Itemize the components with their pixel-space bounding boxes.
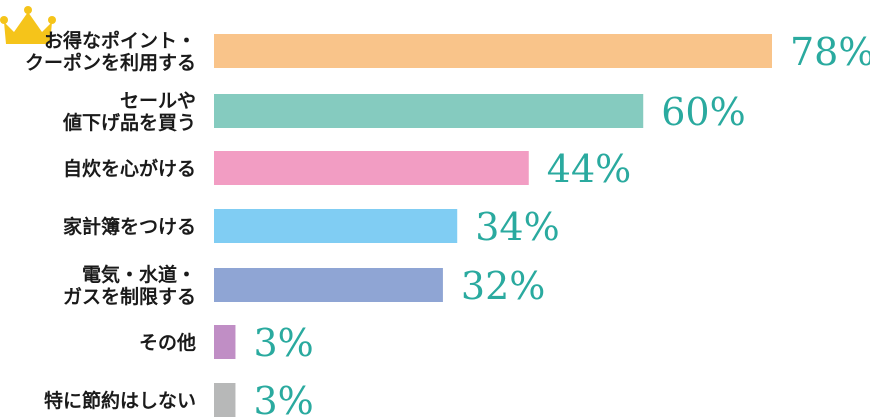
category-label-1-line-2: クーポンを利用する xyxy=(25,51,196,74)
value-label-7: 3% xyxy=(253,379,313,419)
bar-5 xyxy=(214,268,443,302)
value-label-2: 60% xyxy=(661,90,745,134)
bars xyxy=(214,34,772,417)
value-label-1: 78% xyxy=(790,30,870,74)
category-label-6-line-1: その他 xyxy=(139,331,196,354)
category-label-7-line-1: 特に節約はしない xyxy=(44,389,196,412)
category-label-1-line-1: お得なポイント・ xyxy=(44,29,196,52)
category-label-5-line-1: 電気・水道・ xyxy=(82,263,196,286)
category-labels: お得なポイント・クーポンを利用するセールや値下げ品を買う自炊を心がける家計簿をつ… xyxy=(25,29,196,412)
category-label-3-line-1: 自炊を心がける xyxy=(63,157,196,180)
bar-3 xyxy=(214,151,529,185)
value-labels: 78% 60% 44% 34% 32% 3% 3% xyxy=(253,30,870,419)
value-label-3: 44% xyxy=(547,147,631,191)
category-label-2-line-2: 値下げ品を買う xyxy=(62,112,196,134)
bar-2 xyxy=(214,94,644,128)
bar-1 xyxy=(214,34,772,68)
value-label-4: 34% xyxy=(475,205,559,249)
category-label-5-line-2: ガスを制限する xyxy=(63,285,196,308)
value-label-5: 32% xyxy=(461,264,545,308)
category-label-2-line-1: セールや xyxy=(120,90,196,112)
value-label-6: 3% xyxy=(253,321,313,365)
bar-4 xyxy=(214,209,458,243)
crown-icon xyxy=(0,6,56,44)
bar-7 xyxy=(214,383,236,417)
category-label-4-line-1: 家計簿をつける xyxy=(63,215,196,238)
bar-6 xyxy=(214,325,236,359)
